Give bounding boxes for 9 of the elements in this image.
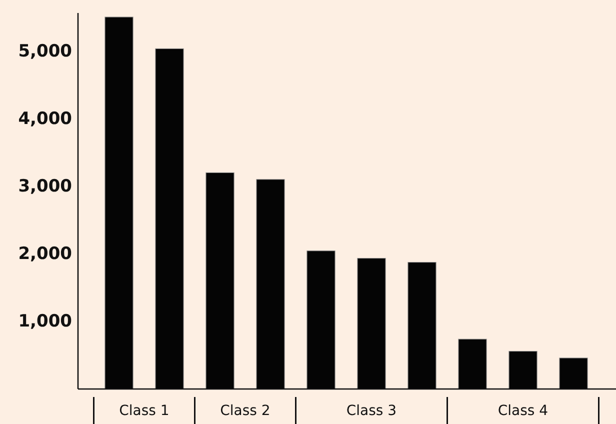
y-tick-label: 2,000 [18,244,72,264]
x-tick-label: Class 2 [220,402,270,419]
y-tick-label: 5,000 [18,42,72,62]
y-tick-label: 3,000 [18,176,72,197]
x-tick-label: Class 4 [498,402,548,419]
y-tick-label: 1,000 [18,311,72,332]
x-tick-label: Class 1 [119,402,170,419]
y-tick-label: 4,000 [18,109,72,130]
x-tick-label: Class 3 [346,402,397,419]
